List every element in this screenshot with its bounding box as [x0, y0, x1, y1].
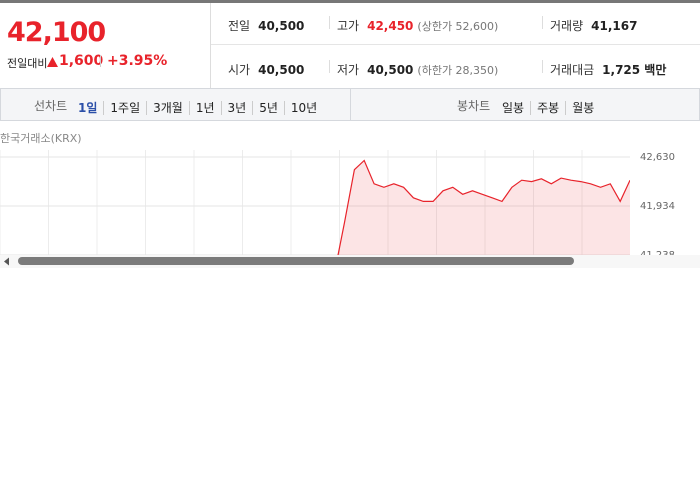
- chart: 42,630 41,934 41,238: [0, 150, 675, 255]
- period-tab[interactable]: 5년: [252, 101, 284, 115]
- quote-panel: 42,100 전일대비 1,600 +3.95%: [0, 3, 211, 88]
- period-tab[interactable]: 1년: [188, 101, 221, 115]
- period-tab[interactable]: 주봉: [530, 101, 566, 115]
- stat-value: 42,450: [367, 19, 414, 33]
- period-tab[interactable]: 1주일: [103, 101, 147, 115]
- stat-divider: [542, 60, 543, 73]
- divider: [100, 55, 101, 67]
- scroll-left[interactable]: [3, 257, 11, 266]
- stat-value: 40,500: [367, 63, 414, 77]
- stat-label: 거래량: [550, 19, 584, 33]
- period-tab[interactable]: 3년: [220, 101, 253, 115]
- stat-label: 전일: [228, 19, 251, 33]
- change: 1,600: [59, 53, 104, 69]
- stat-label: 고가: [337, 19, 360, 33]
- top-border: [0, 0, 700, 3]
- price: 42,100: [7, 17, 106, 48]
- stat-label: 시가: [228, 63, 251, 77]
- period-tab[interactable]: 1일: [78, 101, 98, 115]
- scrollbar[interactable]: [0, 255, 700, 268]
- stat-divider: [329, 16, 330, 29]
- tab-divider: [350, 89, 351, 120]
- stat-divider: [329, 60, 330, 73]
- line: [337, 159, 630, 255]
- scroll-thumb[interactable]: [18, 257, 574, 265]
- period-tab[interactable]: 3개월: [146, 101, 189, 115]
- y-tick-label: 42,630: [640, 152, 675, 163]
- tab-group-label: 선차트: [34, 99, 68, 113]
- tab-group-label: 봉차트: [457, 99, 491, 113]
- stat: 저가 40,500 (하한가 28,350): [337, 59, 498, 78]
- stat-note: (하한가 28,350): [417, 64, 499, 77]
- stat: 시가 40,500: [228, 59, 304, 78]
- stat: 거래대금 1,725 백만: [550, 59, 666, 78]
- period-tab[interactable]: 10년: [283, 101, 324, 115]
- stat-label: 저가: [337, 63, 360, 77]
- rate: +3.95%: [107, 53, 168, 69]
- stat-value: 41,167: [591, 19, 638, 33]
- change-label: 전일대비: [7, 57, 48, 70]
- stat-divider: [542, 16, 543, 29]
- stat-label: 거래대금: [550, 63, 595, 77]
- area: [338, 160, 630, 255]
- stat-value: 40,500: [258, 19, 305, 33]
- period-tab[interactable]: 일봉: [502, 101, 525, 115]
- line-periods: 1일 1주일 3개월 1년 3년 5년 10년: [72, 97, 324, 116]
- stat: 전일 40,500: [228, 15, 304, 34]
- y-tick-label: 41,238: [640, 250, 675, 255]
- up-icon: [47, 57, 58, 67]
- stat-value: 40,500: [258, 63, 305, 77]
- source: 한국거래소(KRX): [0, 132, 82, 145]
- plot: [337, 159, 630, 255]
- stat: 고가 42,450 (상한가 52,600): [337, 15, 498, 34]
- candle-periods: 일봉 주봉 월봉: [496, 97, 601, 116]
- y-tick-label: 41,934: [640, 201, 675, 212]
- stat: 거래량 41,167: [550, 15, 637, 34]
- stat-value: 1,725 백만: [602, 63, 667, 77]
- row-divider: [211, 44, 700, 45]
- period-tab[interactable]: 월봉: [565, 101, 601, 115]
- tab-bar: 선차트 1일 1주일 3개월 1년 3년 5년 10년 봉차트 일봉 주봉 월봉: [0, 88, 700, 121]
- stat-note: (상한가 52,600): [417, 20, 499, 33]
